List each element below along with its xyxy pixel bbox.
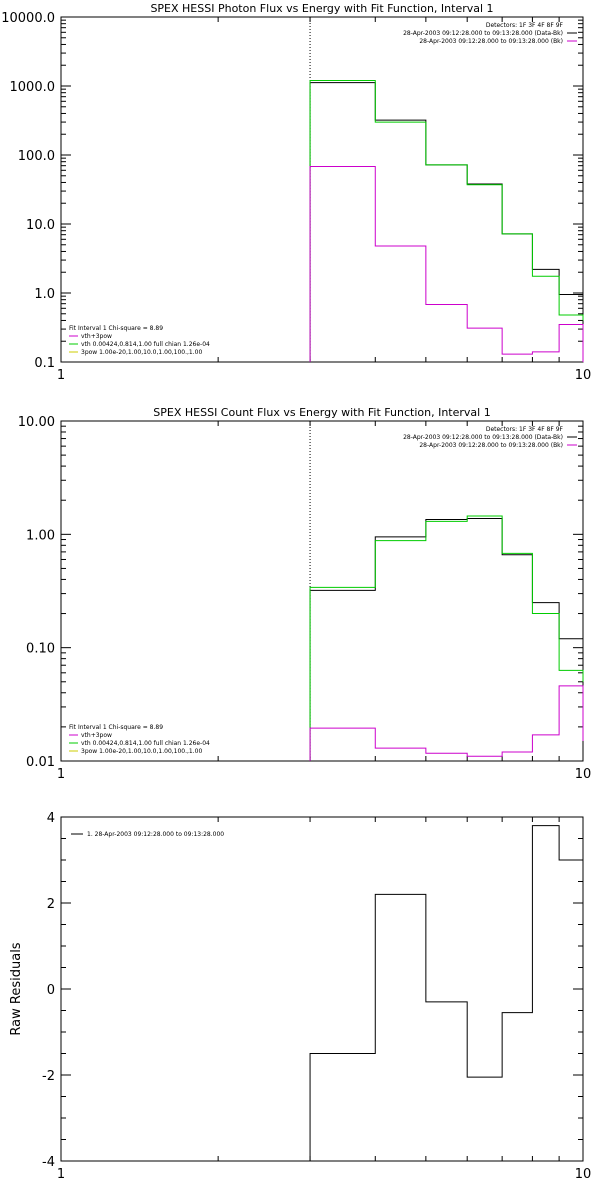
plot-frame [60, 420, 584, 762]
y-tick-label: -2 [42, 1069, 55, 1084]
y-tick-label: 4 [47, 811, 55, 826]
series-line-2 [309, 515, 584, 761]
legend-entry: 28-Apr-2003 09:12:28.000 to 09:13:28.000… [419, 38, 563, 45]
x-tick-label: 1 [57, 767, 65, 782]
y-tick-label: 0.01 [26, 755, 55, 770]
legend-entry: vth+3pow [81, 333, 112, 340]
legend-entry: 3pow 1.00e-20,1.00,10.0,1.00,100.,1.00 [81, 349, 202, 356]
chart-panel-1: SPEX HESSI Photon Flux vs Energy with Fi… [1, 2, 591, 383]
series-line-2 [309, 80, 584, 362]
legend-entry: 3pow 1.00e-20,1.00,10.0,1.00,100.,1.00 [81, 748, 202, 755]
x-tick-label: 10 [575, 368, 592, 383]
y-tick-label: 10.00 [18, 415, 55, 430]
legend-entry: vth 0.00424,0.814,1.00 full chian 1.26e-… [81, 740, 210, 747]
y-tick-label: 1.0 [34, 287, 55, 302]
y-tick-label: 1000.0 [10, 80, 56, 95]
x-tick-label: 1 [57, 1167, 65, 1182]
y-tick-label: 0.1 [34, 356, 55, 371]
legend-entry: 28-Apr-2003 09:12:28.000 to 09:13:28.000… [419, 442, 563, 449]
legend-entry: Detectors: 1F 3F 4F 8F 9F [486, 22, 564, 29]
chart-title: SPEX HESSI Count Flux vs Energy with Fit… [153, 406, 490, 419]
legend-entry: Fit Interval 1 Chi-square = 8.89 [69, 724, 163, 731]
legend-entry: 28-Apr-2003 09:12:28.000 to 09:13:28.000… [403, 30, 563, 37]
chart-panel-3: Raw Residuals 1 10 -4 -2 0 2 4 1. 28-Apr-2003 09… [9, 811, 591, 1182]
y-tick-label: 10000.0 [1, 11, 55, 26]
series-line-1 [309, 825, 583, 1161]
y-tick-label: 1.00 [26, 528, 55, 543]
chart-title: SPEX HESSI Photon Flux vs Energy with Fi… [150, 2, 493, 15]
chart-panel-2: SPEX HESSI Count Flux vs Energy with Fit… [18, 406, 591, 782]
y-axis-label: Raw Residuals [9, 942, 24, 1035]
y-tick-label: 100.0 [18, 149, 55, 164]
series-line-3 [309, 685, 584, 761]
x-tick-label: 10 [575, 1167, 592, 1182]
plot-frame [60, 816, 584, 1162]
legend-entry: 1. 28-Apr-2003 09:12:28.000 to 09:13:28.… [87, 831, 224, 838]
legend-entry: 28-Apr-2003 09:12:28.000 to 09:13:28.000… [403, 434, 563, 441]
plot-frame [60, 16, 584, 363]
legend-entry: Detectors: 1F 3F 4F 8F 9F [486, 426, 564, 433]
x-tick-label: 10 [575, 767, 592, 782]
series-line-3 [309, 166, 584, 362]
series-line-1 [309, 82, 584, 362]
series-line-1 [309, 517, 584, 761]
y-tick-label: 0.10 [26, 642, 55, 657]
y-tick-label: -4 [42, 1155, 55, 1170]
y-tick-label: 0 [47, 983, 55, 998]
y-tick-label: 2 [47, 897, 55, 912]
legend-entry: vth+3pow [81, 732, 112, 739]
legend-entry: Fit Interval 1 Chi-square = 8.89 [69, 325, 163, 332]
y-tick-label: 10.0 [26, 218, 55, 233]
x-tick-label: 1 [57, 368, 65, 383]
legend-entry: vth 0.00424,0.814,1.00 full chian 1.26e-… [81, 341, 210, 348]
